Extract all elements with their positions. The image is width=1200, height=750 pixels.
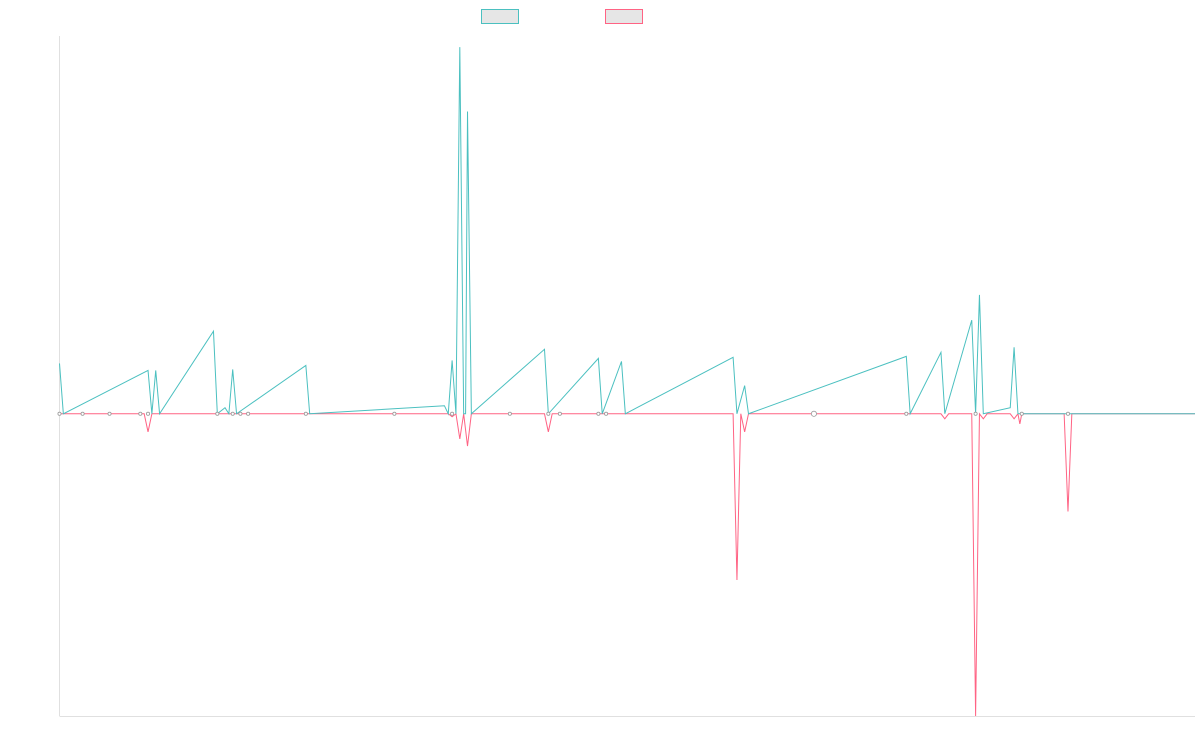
data-point-marker[interactable] [450,411,455,416]
data-point-marker[interactable] [146,411,151,416]
marker-layer [57,410,1070,417]
legend-item-series-a[interactable] [481,9,525,24]
legend-item-series-b[interactable] [605,9,649,24]
data-point-marker[interactable] [303,411,308,416]
data-point-marker[interactable] [904,411,909,416]
data-point-marker[interactable] [392,411,397,416]
data-point-marker[interactable] [215,411,220,416]
data-point-marker[interactable] [973,411,978,416]
legend-swatch-series-a [481,9,519,24]
legend-swatch-series-b [605,9,643,24]
data-point-marker[interactable] [1065,411,1070,416]
series-layer [59,47,1196,717]
data-point-marker[interactable] [80,411,85,416]
data-point-marker[interactable] [604,411,609,416]
data-point-marker[interactable] [107,411,112,416]
data-point-marker[interactable] [138,411,143,416]
data-point-marker[interactable] [810,410,817,417]
data-point-marker[interactable] [230,411,235,416]
series-line-b[interactable] [59,412,1196,717]
series-line-a[interactable] [59,47,1196,416]
data-point-marker[interactable] [507,411,512,416]
data-point-marker[interactable] [246,411,251,416]
data-point-marker[interactable] [57,411,62,416]
legend [0,9,1200,27]
data-point-marker[interactable] [1019,411,1024,416]
data-point-marker[interactable] [557,411,562,416]
data-point-marker[interactable] [238,411,243,416]
data-point-marker[interactable] [596,411,601,416]
data-point-marker[interactable] [546,411,551,416]
